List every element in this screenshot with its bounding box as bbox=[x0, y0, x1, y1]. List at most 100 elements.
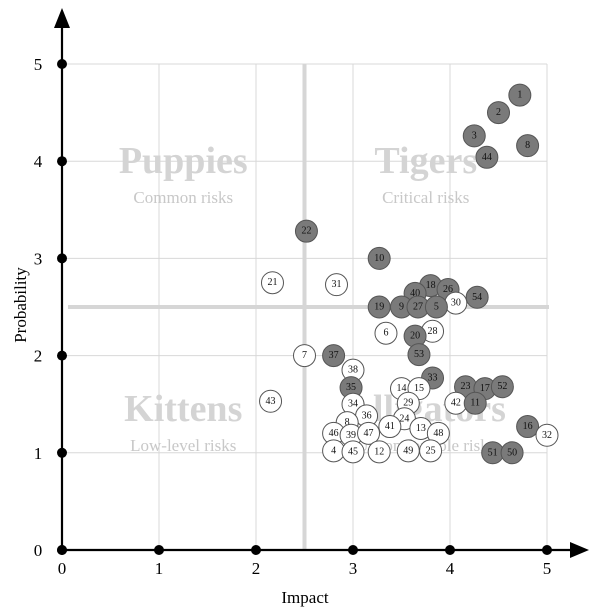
y-tick-mark bbox=[57, 156, 67, 167]
y-tick-mark bbox=[57, 59, 67, 69]
risk-point-label: 42 bbox=[451, 398, 461, 409]
risk-point-filled bbox=[407, 343, 431, 367]
y-tick-label: 2 bbox=[34, 347, 43, 366]
risk-point-label: 25 bbox=[426, 445, 436, 456]
y-axis-label: Probability bbox=[11, 267, 30, 343]
risk-point-label: 36 bbox=[362, 410, 372, 421]
x-tick-label: 5 bbox=[543, 559, 552, 578]
x-tick-label: 4 bbox=[446, 559, 455, 578]
risk-point-label: 49 bbox=[403, 445, 413, 456]
risk-point-label: 50 bbox=[507, 447, 517, 458]
risk-point-label: 8 bbox=[345, 417, 350, 428]
risk-point-label: 17 bbox=[480, 383, 490, 394]
risk-point-label: 21 bbox=[267, 277, 277, 288]
x-tick-mark bbox=[154, 545, 164, 555]
quadrant-title: Tigers bbox=[374, 140, 477, 182]
x-axis-arrow bbox=[570, 542, 589, 558]
risk-point-label: 13 bbox=[416, 423, 426, 434]
risk-point-filled bbox=[516, 415, 540, 439]
risk-point-label: 52 bbox=[497, 381, 507, 392]
risk-point-label: 26 bbox=[443, 284, 453, 295]
y-tick-label: 1 bbox=[34, 444, 43, 463]
risk-point-filled bbox=[508, 83, 532, 107]
risk-point-filled bbox=[487, 101, 510, 125]
quadrant-subtitle: Common risks bbox=[133, 188, 233, 207]
risk-point-label: 43 bbox=[266, 396, 276, 407]
risk-point-filled bbox=[463, 391, 487, 415]
risk-point-label: 53 bbox=[414, 349, 424, 360]
risk-point-open bbox=[325, 273, 349, 297]
risk-point-filled bbox=[294, 219, 318, 243]
risk-point-label: 39 bbox=[346, 430, 356, 441]
risk-point-filled bbox=[367, 246, 391, 270]
quadrant-subtitle: Critical risks bbox=[382, 188, 469, 207]
quadrant-title: Puppies bbox=[119, 140, 248, 182]
risk-point-label: 18 bbox=[426, 280, 436, 291]
quadrant-title: Kittens bbox=[124, 388, 242, 430]
x-tick-label: 2 bbox=[252, 559, 261, 578]
risk-point-label: 19 bbox=[374, 302, 384, 313]
quadrant-dividers bbox=[68, 64, 549, 550]
risk-point-label: 34 bbox=[348, 399, 358, 410]
risk-point-filled bbox=[490, 375, 514, 399]
y-tick-mark bbox=[57, 545, 67, 555]
risk-point-label: 33 bbox=[428, 372, 438, 383]
risk-point-label: 15 bbox=[414, 383, 424, 394]
y-axis-arrow bbox=[54, 8, 70, 28]
risk-point-label: 45 bbox=[348, 446, 358, 457]
y-tick-mark bbox=[57, 253, 67, 264]
risk-point-open bbox=[419, 439, 443, 463]
x-tick-mark bbox=[251, 545, 261, 555]
risk-point-open bbox=[367, 440, 391, 464]
risk-point-label: 47 bbox=[364, 428, 374, 439]
risk-point-filled bbox=[322, 344, 346, 368]
y-tick-label: 0 bbox=[34, 541, 43, 560]
x-tick-mark bbox=[542, 545, 552, 555]
risk-point-label: 23 bbox=[461, 381, 471, 392]
risk-point-open bbox=[260, 271, 284, 295]
risk-point-label: 16 bbox=[523, 421, 533, 432]
quadrant-labels: Puppies Common risks Tigers Critical risks K… bbox=[119, 140, 506, 455]
risk-point-label: 9 bbox=[399, 302, 404, 313]
y-tick-label: 3 bbox=[34, 249, 43, 268]
risk-point-filled bbox=[424, 295, 448, 319]
risk-point-open bbox=[378, 415, 402, 439]
risk-point-filled bbox=[475, 145, 499, 169]
risk-point-label: 4 bbox=[331, 445, 336, 456]
risk-point-label: 20 bbox=[410, 331, 420, 342]
risk-point-label: 14 bbox=[397, 383, 407, 394]
quadrant-subtitle: Low-level risks bbox=[130, 436, 236, 455]
y-tick-mark bbox=[57, 447, 67, 458]
risk-point-label: 1 bbox=[517, 90, 522, 101]
risk-point-label: 46 bbox=[329, 428, 339, 439]
risk-point-label: 41 bbox=[385, 421, 395, 432]
risk-point-label: 28 bbox=[428, 326, 438, 337]
risk-point-label: 54 bbox=[472, 292, 482, 303]
risk-point-open bbox=[535, 423, 559, 447]
risk-point-label: 37 bbox=[329, 350, 339, 361]
risk-point-label: 32 bbox=[542, 430, 552, 441]
risk-point-label: 48 bbox=[433, 428, 443, 439]
risk-point-label: 22 bbox=[301, 226, 311, 237]
risk-point-open bbox=[357, 421, 381, 445]
risk-point-label: 11 bbox=[470, 398, 480, 409]
x-tick-mark bbox=[348, 545, 358, 555]
risk-point-label: 30 bbox=[451, 298, 461, 309]
risk-point-filled bbox=[516, 134, 540, 158]
risk-point-label: 2 bbox=[496, 107, 501, 118]
risk-point-filled bbox=[462, 124, 486, 148]
risk-point-open bbox=[374, 321, 398, 345]
risk-point-label: 40 bbox=[410, 288, 420, 299]
y-tick-label: 4 bbox=[34, 152, 43, 171]
risk-point-label: 38 bbox=[348, 365, 358, 376]
x-tick-label: 1 bbox=[155, 559, 164, 578]
risk-point-label: 29 bbox=[403, 398, 413, 409]
risk-point-open bbox=[293, 344, 316, 368]
risk-point-filled bbox=[465, 285, 489, 309]
x-axis-label: Impact bbox=[281, 588, 328, 607]
risk-point-label: 12 bbox=[374, 446, 384, 457]
x-tick-label: 3 bbox=[349, 559, 358, 578]
